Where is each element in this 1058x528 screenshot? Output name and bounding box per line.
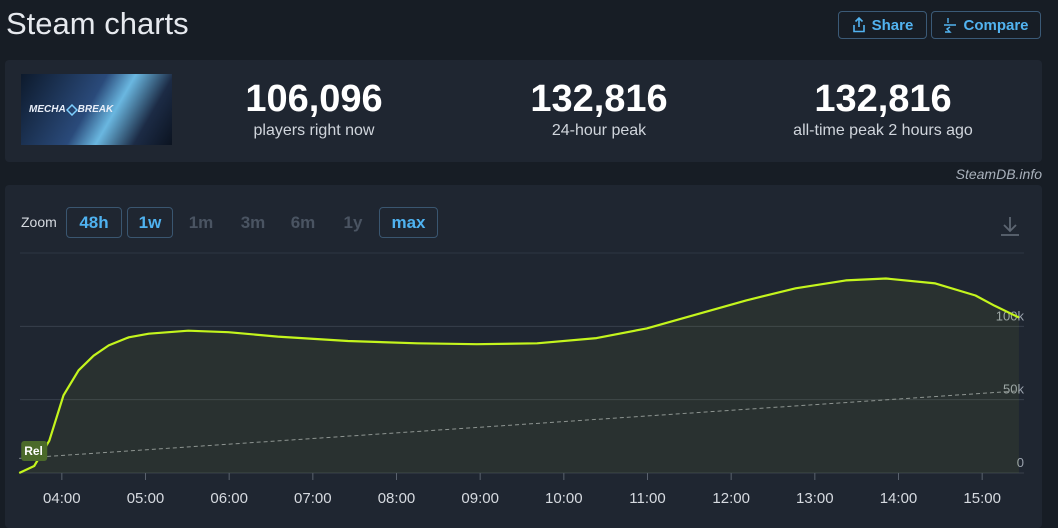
- compare-icon: [944, 18, 957, 33]
- x-tick-label: 15:00: [963, 490, 1001, 507]
- zoom-button[interactable]: 1y: [343, 212, 363, 232]
- y-tick-label: 0: [1017, 455, 1024, 470]
- x-tick-label: 12:00: [712, 490, 750, 507]
- x-tick-label: 13:00: [796, 490, 834, 507]
- zoom-button[interactable]: 6m: [290, 212, 316, 232]
- trend-line: [19, 390, 1020, 459]
- download-icon[interactable]: [998, 214, 1022, 238]
- stat: 106,096 players right now: [184, 78, 444, 140]
- y-tick-label: 100k: [996, 308, 1025, 323]
- x-tick-label: 08:00: [378, 490, 416, 507]
- x-tick-label: 09:00: [461, 490, 499, 507]
- stat-label: all-time peak 2 hours ago: [793, 122, 973, 139]
- stat-value: 132,816: [530, 78, 668, 120]
- x-tick-label: 11:00: [629, 490, 665, 507]
- page-title: Steam charts: [6, 6, 189, 41]
- x-tick-label: 04:00: [43, 490, 81, 507]
- stat-value: 106,096: [245, 78, 383, 120]
- source-link[interactable]: SteamDB.info: [955, 166, 1042, 182]
- zoom-button[interactable]: 1m: [188, 212, 214, 232]
- compare-button[interactable]: Compare: [931, 11, 1041, 39]
- stat: 132,816 24-hour peak: [469, 78, 729, 140]
- stat-label: 24-hour peak: [551, 122, 647, 139]
- stat-label: players right now: [253, 122, 375, 139]
- logo-left: MECHA: [29, 104, 66, 115]
- share-label: Share: [871, 16, 914, 34]
- share-icon: [852, 17, 865, 33]
- share-button[interactable]: Share: [838, 11, 927, 39]
- line: [18, 277, 1020, 474]
- x-tick-label: 06:00: [210, 490, 248, 507]
- annotation-box: [21, 441, 48, 461]
- chart-panel: [5, 185, 1042, 528]
- zoom-button[interactable]: max: [379, 207, 438, 238]
- area-fill: [19, 278, 1020, 473]
- logo-diamond: [65, 103, 78, 116]
- compare-label: Compare: [963, 16, 1029, 34]
- zoom-label: Zoom: [21, 214, 57, 230]
- zoom-button[interactable]: 1w: [127, 207, 173, 238]
- x-tick-label: 07:00: [294, 490, 332, 507]
- logo-right: BREAK: [77, 104, 114, 115]
- x-tick-label: 10:00: [545, 490, 583, 507]
- zoom-button[interactable]: 48h: [66, 207, 122, 238]
- stats-panel: [5, 60, 1042, 162]
- x-tick-label: 14:00: [880, 490, 918, 507]
- annotation-label: Rel: [24, 444, 43, 458]
- y-tick-label: 50k: [1003, 382, 1024, 397]
- x-tick-label: 05:00: [127, 490, 165, 507]
- zoom-button[interactable]: 3m: [240, 212, 266, 232]
- stat-value: 132,816: [814, 78, 952, 120]
- game-thumbnail[interactable]: MECHA BREAK: [21, 74, 172, 145]
- stat: 132,816 all-time peak 2 hours ago: [753, 78, 1013, 140]
